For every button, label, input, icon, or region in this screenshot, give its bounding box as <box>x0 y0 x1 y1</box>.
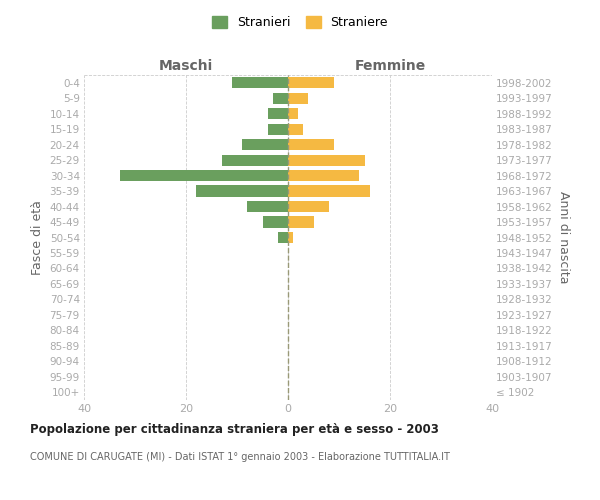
Bar <box>288 154 365 166</box>
Bar <box>288 77 334 88</box>
Bar <box>288 201 329 212</box>
Bar <box>242 139 288 150</box>
Bar <box>288 232 293 243</box>
Bar <box>273 92 288 104</box>
Legend: Stranieri, Straniere: Stranieri, Straniere <box>207 11 393 34</box>
Bar <box>288 216 314 228</box>
Bar <box>288 170 359 181</box>
Bar <box>288 108 298 120</box>
Bar <box>268 108 288 120</box>
Bar <box>288 139 334 150</box>
Bar <box>120 170 288 181</box>
Bar <box>268 124 288 134</box>
Bar <box>222 154 288 166</box>
Y-axis label: Fasce di età: Fasce di età <box>31 200 44 275</box>
Text: Femmine: Femmine <box>355 58 425 72</box>
Text: Popolazione per cittadinanza straniera per età e sesso - 2003: Popolazione per cittadinanza straniera p… <box>30 422 439 436</box>
Bar <box>288 186 370 196</box>
Bar <box>288 92 308 104</box>
Bar <box>263 216 288 228</box>
Bar <box>232 77 288 88</box>
Bar <box>288 124 304 134</box>
Bar <box>196 186 288 196</box>
Bar <box>247 201 288 212</box>
Bar <box>278 232 288 243</box>
Text: Maschi: Maschi <box>159 58 213 72</box>
Text: COMUNE DI CARUGATE (MI) - Dati ISTAT 1° gennaio 2003 - Elaborazione TUTTITALIA.I: COMUNE DI CARUGATE (MI) - Dati ISTAT 1° … <box>30 452 450 462</box>
Y-axis label: Anni di nascita: Anni di nascita <box>557 191 569 284</box>
